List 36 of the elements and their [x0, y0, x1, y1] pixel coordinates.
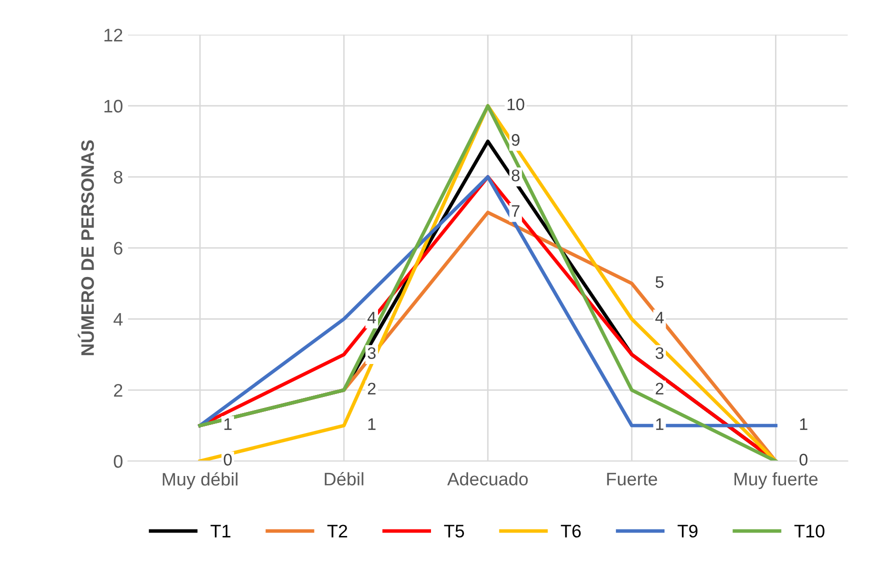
data-label: 4: [655, 312, 664, 324]
data-label: 3: [656, 347, 664, 359]
x-tick-label: Débil: [324, 472, 364, 486]
data-label: 1: [368, 418, 376, 430]
data-label: 4: [367, 312, 376, 324]
y-tick-label: 4: [114, 313, 123, 326]
data-label: 10: [508, 98, 524, 110]
y-tick-label: 0: [114, 455, 122, 468]
y-tick-label: 6: [114, 242, 122, 255]
data-label: 9: [512, 134, 520, 146]
data-label: 8: [512, 170, 520, 182]
data-label: 0: [224, 454, 232, 466]
legend-label: T1: [210, 524, 230, 538]
data-label: 0: [800, 454, 808, 466]
y-tick-label: 2: [114, 384, 122, 397]
x-tick-label: Fuerte: [607, 472, 658, 486]
data-label: 1: [800, 418, 808, 430]
y-tick-label: 12: [104, 28, 122, 42]
legend-label: T6: [560, 524, 581, 538]
data-label: 1: [224, 418, 232, 430]
x-tick-label: Muy fuerte: [734, 472, 818, 490]
legend-label: T9: [678, 524, 698, 538]
data-label: 3: [368, 347, 376, 359]
data-label: 7: [512, 205, 520, 217]
y-tick-label: 8: [114, 170, 122, 184]
data-label: 2: [368, 382, 376, 394]
x-tick-label: Muy débil: [162, 472, 238, 490]
legend-label: T10: [794, 524, 824, 538]
legend-label: T2: [327, 524, 348, 538]
y-tick-label: 10: [104, 100, 122, 113]
data-label: 1: [656, 418, 664, 430]
data-label: 2: [656, 382, 664, 394]
data-label: 5: [656, 276, 664, 288]
y-axis-title: NÚMERO DE PERSONAS: [78, 140, 94, 356]
x-tick-label: Adecuado: [447, 472, 528, 486]
legend-label: T5: [444, 524, 464, 538]
